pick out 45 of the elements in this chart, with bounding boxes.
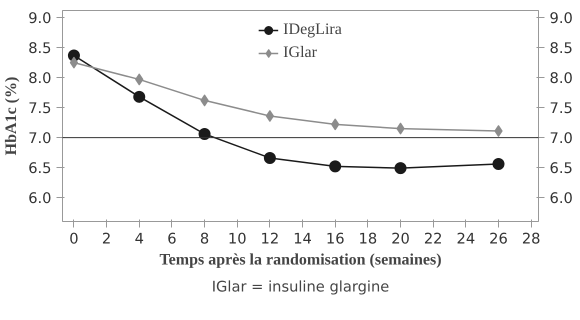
x-tick-label: 8	[200, 230, 210, 248]
y-tick-label: 6.0	[28, 190, 52, 208]
x-tick-label: 20	[391, 230, 410, 248]
y-tick-label: 9.0	[28, 10, 52, 28]
point	[329, 160, 342, 172]
x-tick-label: 16	[326, 230, 345, 248]
y2-tick-label: 8.5	[550, 40, 573, 58]
point	[70, 56, 78, 69]
y-tick-label: 6.5	[28, 160, 52, 178]
y2-tick-label: 8.0	[550, 70, 573, 88]
x-tick-label: 10	[228, 230, 247, 248]
text: IGlar = insuline glargine	[212, 278, 390, 296]
x-tick-label: 2	[102, 230, 112, 248]
point	[396, 122, 405, 135]
point	[264, 152, 276, 164]
x-tick-label: 4	[134, 230, 144, 248]
y2-tick-label: 7.0	[550, 130, 573, 148]
legend-label: IGlar	[283, 44, 317, 62]
y-tick-label: 7.5	[28, 100, 52, 118]
x-tick-label: 6	[167, 230, 177, 248]
point	[133, 90, 146, 103]
y2-tick-label: 6.5	[550, 160, 573, 178]
x-tick-label: 26	[489, 230, 508, 248]
x-tick-label: 18	[358, 230, 378, 248]
x-tick-label: 12	[260, 230, 280, 248]
point	[200, 94, 209, 106]
point	[394, 162, 407, 174]
point	[198, 128, 211, 140]
y2-tick-label: 7.5	[550, 100, 573, 118]
y2-tick-label: 6.0	[550, 190, 573, 208]
x-tick-label: 22	[424, 230, 443, 248]
legend-label: IDegLira	[283, 21, 342, 39]
x-tick-label: 28	[522, 230, 540, 248]
y-axis-title: HbA1c (%)	[3, 76, 20, 156]
y-tick-label: 8.5	[28, 40, 52, 58]
y2-tick-label: 9.0	[550, 10, 573, 28]
y-tick-label: 8.0	[28, 70, 52, 88]
x-tick-label: 0	[69, 230, 79, 248]
x-tick-label: 24	[456, 230, 476, 248]
y-tick-label: 7.0	[28, 130, 52, 148]
point	[266, 110, 274, 122]
x-axis-title: Temps après la randomisation (semaines)	[159, 252, 442, 268]
point	[492, 158, 504, 170]
point	[494, 124, 503, 137]
x-tick-label: 14	[293, 230, 312, 248]
